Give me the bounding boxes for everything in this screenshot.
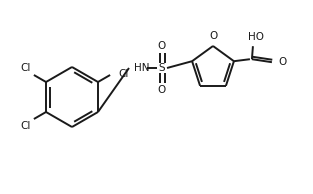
Text: HO: HO (248, 32, 264, 42)
Text: O: O (158, 85, 166, 95)
Text: S: S (159, 63, 165, 73)
Text: O: O (278, 57, 286, 67)
Text: O: O (209, 31, 217, 41)
Text: Cl: Cl (21, 121, 31, 131)
Text: O: O (158, 41, 166, 51)
Text: Cl: Cl (118, 69, 128, 79)
Text: Cl: Cl (21, 63, 31, 73)
Text: HN: HN (134, 63, 150, 73)
